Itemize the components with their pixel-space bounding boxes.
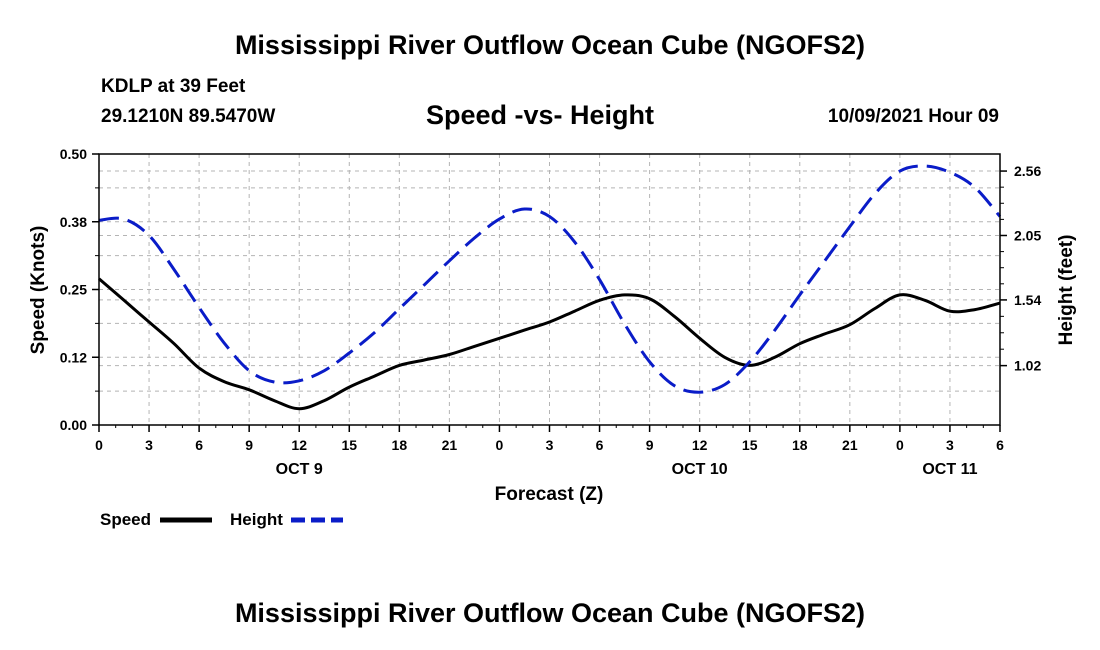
- date-label: OCT 10: [672, 461, 728, 478]
- x-tick-label: 9: [245, 437, 253, 453]
- chart-title: Mississippi River Outflow Ocean Cube (NG…: [234, 30, 866, 60]
- x-tick-label: 21: [442, 437, 458, 453]
- y2-tick-label: 2.05: [1014, 227, 1041, 243]
- y-tick-label: 0.00: [60, 417, 87, 433]
- series-layer: [98, 164, 1002, 411]
- y-tick-label: 0.50: [60, 146, 87, 162]
- x-tick-label: 18: [392, 437, 408, 453]
- y2-axis-label: Height (feet): [1056, 235, 1077, 346]
- speed-series-line: [98, 277, 1001, 411]
- x-tick-label: 3: [946, 437, 954, 453]
- y2-tick-label: 1.02: [1014, 358, 1041, 374]
- axes-layer: 0 3 6 9 12 15 18 21 0 3 6 9 12 15 18 21 0 3 6 OCT 9 OCT 10 OC…: [60, 146, 1042, 478]
- y2-tick-label: 1.54: [1014, 292, 1041, 308]
- x-tick-label: 0: [896, 437, 904, 453]
- station-coordinates: 29.1210N 89.5470W: [101, 106, 276, 127]
- x-tick-label: 9: [646, 437, 654, 453]
- height-series-line: [98, 164, 1002, 394]
- date-label: OCT 11: [922, 461, 977, 478]
- footer-title: Mississippi River Outflow Ocean Cube (NG…: [234, 598, 866, 628]
- x-tick-label: 6: [996, 437, 1004, 453]
- x-tick-label: 6: [596, 437, 604, 453]
- x-axis-label: Forecast (Z): [495, 484, 604, 505]
- legend-speed-label: Speed: [100, 510, 151, 529]
- y-tick-label: 0.25: [60, 282, 87, 298]
- legend-height-label: Height: [230, 510, 283, 529]
- y-tick-label: 0.12: [60, 349, 87, 365]
- y-tick-label: 0.38: [60, 214, 87, 230]
- x-tick-label: 15: [742, 437, 758, 453]
- plot-frame: [98, 153, 1001, 426]
- x-tick-label: 6: [195, 437, 203, 453]
- forecast-datetime: 10/09/2021 Hour 09: [827, 106, 999, 127]
- x-tick-label: 15: [341, 437, 357, 453]
- y2-tick-label: 2.56: [1014, 163, 1041, 179]
- chart-subtitle: Speed -vs- Height: [426, 100, 655, 130]
- x-tick-label: 12: [692, 437, 708, 453]
- x-tick-label: 0: [95, 437, 103, 453]
- x-tick-label: 21: [842, 437, 858, 453]
- x-tick-label: 0: [496, 437, 504, 453]
- x-tick-label: 12: [291, 437, 307, 453]
- y-axis-label: Speed (Knots): [28, 226, 49, 355]
- date-label: OCT 9: [276, 461, 323, 478]
- station-label: KDLP at 39 Feet: [101, 76, 246, 97]
- x-tick-label: 3: [145, 437, 153, 453]
- x-tick-label: 3: [546, 437, 554, 453]
- x-tick-label: 18: [792, 437, 808, 453]
- legend: Speed Height: [100, 510, 343, 529]
